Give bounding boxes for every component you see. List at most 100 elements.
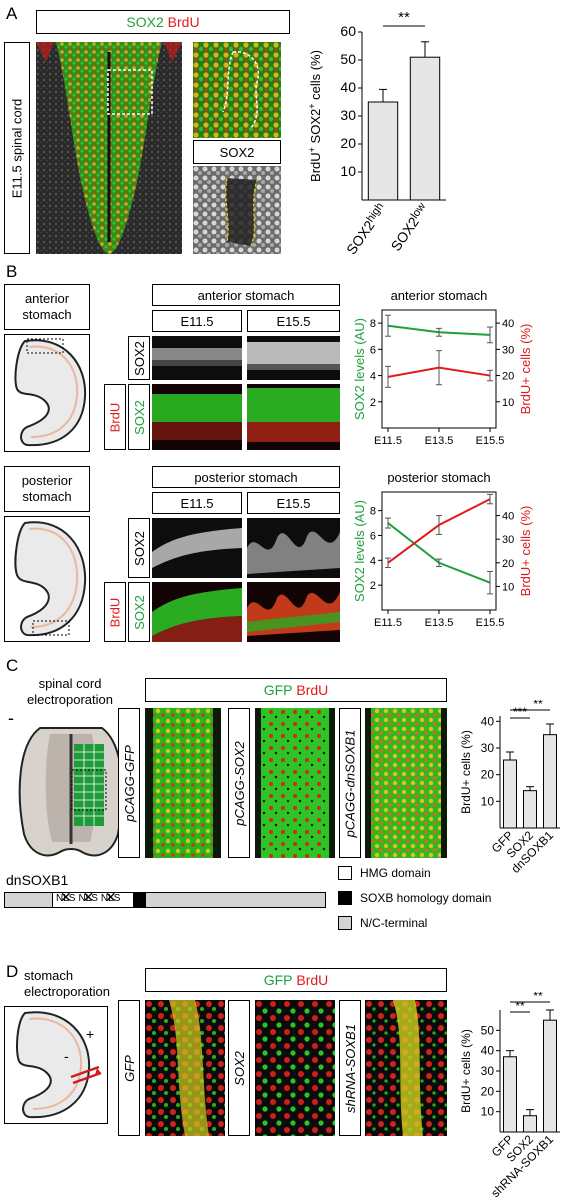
y-axis-label: BrdU+ SOX2+ cells (%) (307, 50, 323, 182)
panel-c-gfp-label: GFP (263, 682, 293, 698)
posterior-stage-2: E15.5 (247, 492, 340, 514)
nls-1-label: NLS (56, 893, 76, 904)
legend-nc-swatch (338, 916, 352, 930)
y-tick-label: 40 (340, 79, 356, 95)
cond-d2-label-box: SOX2 (228, 1000, 250, 1136)
posterior-stomach-diagram-box (4, 516, 90, 642)
left-axis-label: SOX2 levels (AU) (352, 318, 367, 420)
significance-marker: ** (515, 999, 525, 1013)
stomach-electro-diagram-box (4, 1006, 108, 1124)
left-y-tick-label: 2 (370, 397, 376, 409)
posterior-label-line1: posterior (21, 473, 73, 488)
cond-d3-label: shRNA-SOXB1 (342, 1023, 358, 1113)
electrode-minus-d: - (64, 1048, 69, 1064)
panel-label-a: A (6, 4, 18, 23)
cond-d1-image (145, 1000, 225, 1136)
right-y-tick-label: 20 (502, 371, 514, 383)
right-y-tick-label: 10 (502, 581, 514, 593)
bar (523, 1115, 537, 1133)
y-tick-label: 30 (481, 1064, 495, 1078)
panel-a-inset-label: SOX2 (193, 140, 281, 164)
bar (503, 759, 517, 829)
anterior-e11-merge-image (152, 384, 242, 450)
panel-d-brdu-label: BrdU (296, 972, 329, 988)
left-y-tick-label: 4 (370, 371, 376, 383)
legend-hmg-label: HMG domain (360, 866, 431, 880)
posterior-e15-merge-image (247, 582, 340, 642)
y-tick-label: 40 (481, 714, 495, 728)
significance-marker: *** (513, 705, 527, 719)
bar (367, 101, 399, 201)
anterior-stomach-label-box: anterior stomach (4, 284, 90, 330)
right-y-tick-label: 40 (502, 511, 514, 523)
cond-d1-label-box: GFP (118, 1000, 140, 1136)
posterior-label-line2: stomach (22, 489, 72, 504)
legend-soxb: SOXB homology domain (338, 891, 491, 905)
x-tick-label: E11.5 (374, 435, 402, 447)
posterior-e15-sox2-image (247, 518, 340, 578)
inset-merge-illustration (193, 42, 281, 138)
y-tick-label: 20 (481, 1084, 495, 1098)
cross-mark-3: ✕ (104, 889, 117, 905)
left-axis-label: SOX2 levels (AU) (352, 500, 367, 602)
anterior-row-sox2-text: SOX2 (131, 340, 147, 376)
panel-a-inset-merge (193, 42, 281, 138)
anterior-row-merge-sox2-label: SOX2 (128, 384, 150, 450)
stain-brdu-label: BrdU (167, 14, 200, 30)
anterior-label-line2: stomach (22, 307, 72, 322)
panel-a-side-label-box: E11.5 spinal cord (4, 42, 30, 254)
y-axis-label: BrdU+ cells (%) (459, 730, 473, 814)
cond-c1-image (145, 708, 221, 858)
bar (523, 790, 537, 829)
panel-a-side-label: E11.5 spinal cord (9, 98, 25, 198)
legend-hmg: HMG domain (338, 866, 431, 880)
y-tick-label: 60 (340, 23, 356, 39)
right-axis-label: BrdU+ cells (%) (518, 506, 533, 597)
cond-d3-label-box: shRNA-SOXB1 (339, 1000, 361, 1136)
right-y-tick-label: 40 (502, 318, 514, 330)
electrode-minus: - (8, 708, 14, 728)
bar (409, 56, 441, 201)
posterior-row-merge-sox2-text: SOX2 (131, 594, 147, 630)
posterior-row-sox2-label: SOX2 (128, 518, 150, 578)
left-y-tick-label: 8 (370, 318, 376, 330)
x-category-label: SOX2low (387, 201, 431, 254)
significance-marker: ** (533, 700, 543, 711)
spinal-cord-image (36, 42, 182, 254)
anterior-row-sox2-label: SOX2 (128, 336, 150, 380)
significance-marker: ** (398, 10, 410, 26)
right-y-tick-label: 30 (502, 534, 514, 546)
anterior-stomach-diagram (14, 338, 87, 447)
posterior-row-brdu-label: BrdU (104, 582, 126, 642)
panel-label-b: B (6, 262, 18, 281)
y-axis-label: BrdU+ cells (%) (459, 1029, 473, 1113)
anterior-e15-merge-image (247, 384, 340, 450)
y-tick-label: 10 (481, 1105, 495, 1119)
posterior-stage-1: E11.5 (152, 492, 242, 514)
panel-label-d: D (6, 962, 19, 981)
panel-a-inset-sox2 (193, 166, 281, 254)
cond-c2-label-box: pCAGG-SOX2 (228, 708, 250, 858)
left-y-tick-label: 6 (370, 344, 376, 356)
chart-title: anterior stomach (391, 288, 488, 303)
x-tick-label: E11.5 (374, 617, 402, 629)
significance-marker: ** (533, 992, 543, 1003)
x-tick-label: E15.5 (476, 617, 505, 629)
panel-label-c: C (6, 656, 19, 675)
spinal-cord-diagram (18, 727, 124, 857)
y-tick-label: 10 (481, 794, 495, 808)
spinal-cord-illustration (36, 42, 182, 254)
posterior-e11-merge-image (152, 582, 242, 642)
cross-mark-2: ✕ (82, 889, 95, 905)
nls-sites: NLS ✕ NLS ✕ NLS ✕ (56, 889, 120, 905)
anterior-e11-sox2-image (152, 336, 242, 380)
x-tick-label: E13.5 (425, 617, 454, 629)
soxb-domain-block (134, 892, 146, 908)
y-tick-label: 50 (481, 1023, 495, 1037)
anterior-row-brdu-text: BrdU (107, 402, 123, 432)
spinal-electro-line2: electroporation (27, 692, 113, 707)
stomach-electro-diagram (16, 1011, 102, 1119)
right-y-tick-label: 20 (502, 558, 514, 570)
x-tick-label: E13.5 (425, 435, 454, 447)
